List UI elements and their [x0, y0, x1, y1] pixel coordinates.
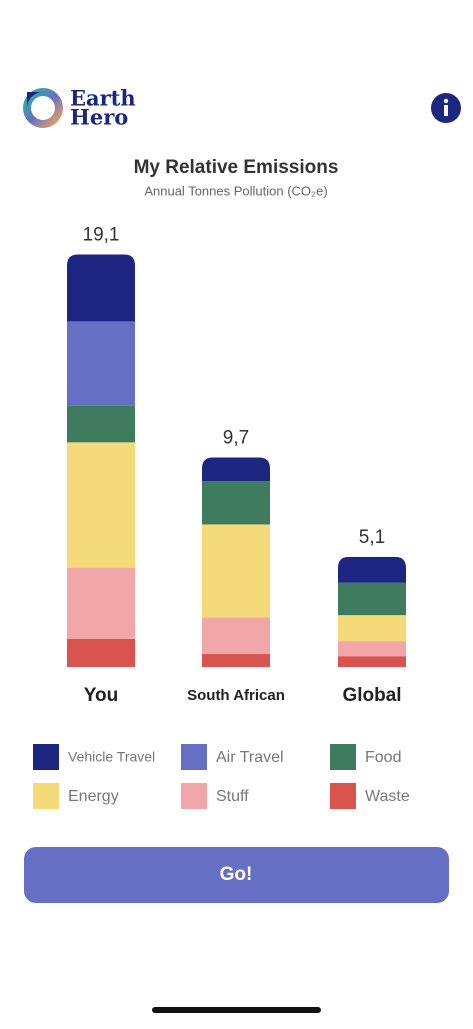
legend-label: Food [365, 749, 401, 766]
bar-segment [202, 617, 270, 655]
bar-segment [202, 481, 270, 525]
info-stem [444, 105, 448, 116]
chart: 19,1 You 9,7 South African 5,1 Global [67, 224, 406, 706]
chart-title: My Relative Emissions [134, 157, 339, 178]
legend-label: Vehicle Travel [68, 749, 155, 765]
home-indicator [152, 1007, 321, 1013]
logo-leaf [27, 92, 43, 108]
stacked-bar [202, 457, 270, 667]
bar-segment [202, 524, 270, 618]
bar-segment [67, 638, 135, 667]
stacked-bar [67, 254, 135, 667]
category-label: You [84, 685, 118, 706]
button-background[interactable] [24, 847, 449, 903]
bar-segment [338, 582, 406, 616]
legend-swatch [330, 744, 356, 770]
logo: Earth Hero [23, 86, 136, 130]
logo-icon [23, 88, 63, 128]
logo-text: Hero [70, 105, 128, 130]
info-dot [443, 98, 449, 104]
legend-label: Energy [68, 788, 119, 805]
bar-segment [67, 442, 135, 568]
bar-segment [338, 615, 406, 642]
legend-swatch [33, 744, 59, 770]
bar-segment [67, 567, 135, 639]
legend-label: Air Travel [216, 749, 284, 766]
logo-text: Earth [70, 86, 136, 111]
bar-segment [67, 405, 135, 443]
legend-swatch [181, 783, 207, 809]
chart-subtitle: Annual Tonnes Pollution (CO₂e) [144, 183, 327, 198]
button-label[interactable]: Go! [220, 864, 253, 885]
bar-segment [67, 321, 135, 406]
stacked-bar [338, 556, 406, 667]
legend-label: Waste [365, 788, 410, 805]
category-label: Global [342, 685, 401, 706]
total-label: 9,7 [223, 427, 249, 448]
go-button[interactable]: Go! [24, 847, 449, 903]
legend-swatch [181, 744, 207, 770]
legend: Vehicle Travel Air Travel Food Energy Stuff W… [33, 744, 410, 809]
info-button[interactable] [431, 93, 461, 123]
category-label: South African [187, 687, 285, 704]
legend-swatch [330, 783, 356, 809]
bar-segment [338, 656, 406, 667]
bar-segment [67, 254, 135, 322]
legend-label: Stuff [216, 788, 249, 805]
legend-swatch [33, 783, 59, 809]
bar-segment [202, 654, 270, 667]
bar-segment [338, 641, 406, 657]
bar-segment [202, 457, 270, 482]
bar-segment [338, 556, 406, 583]
total-label: 5,1 [359, 527, 385, 548]
total-label: 19,1 [83, 224, 120, 245]
